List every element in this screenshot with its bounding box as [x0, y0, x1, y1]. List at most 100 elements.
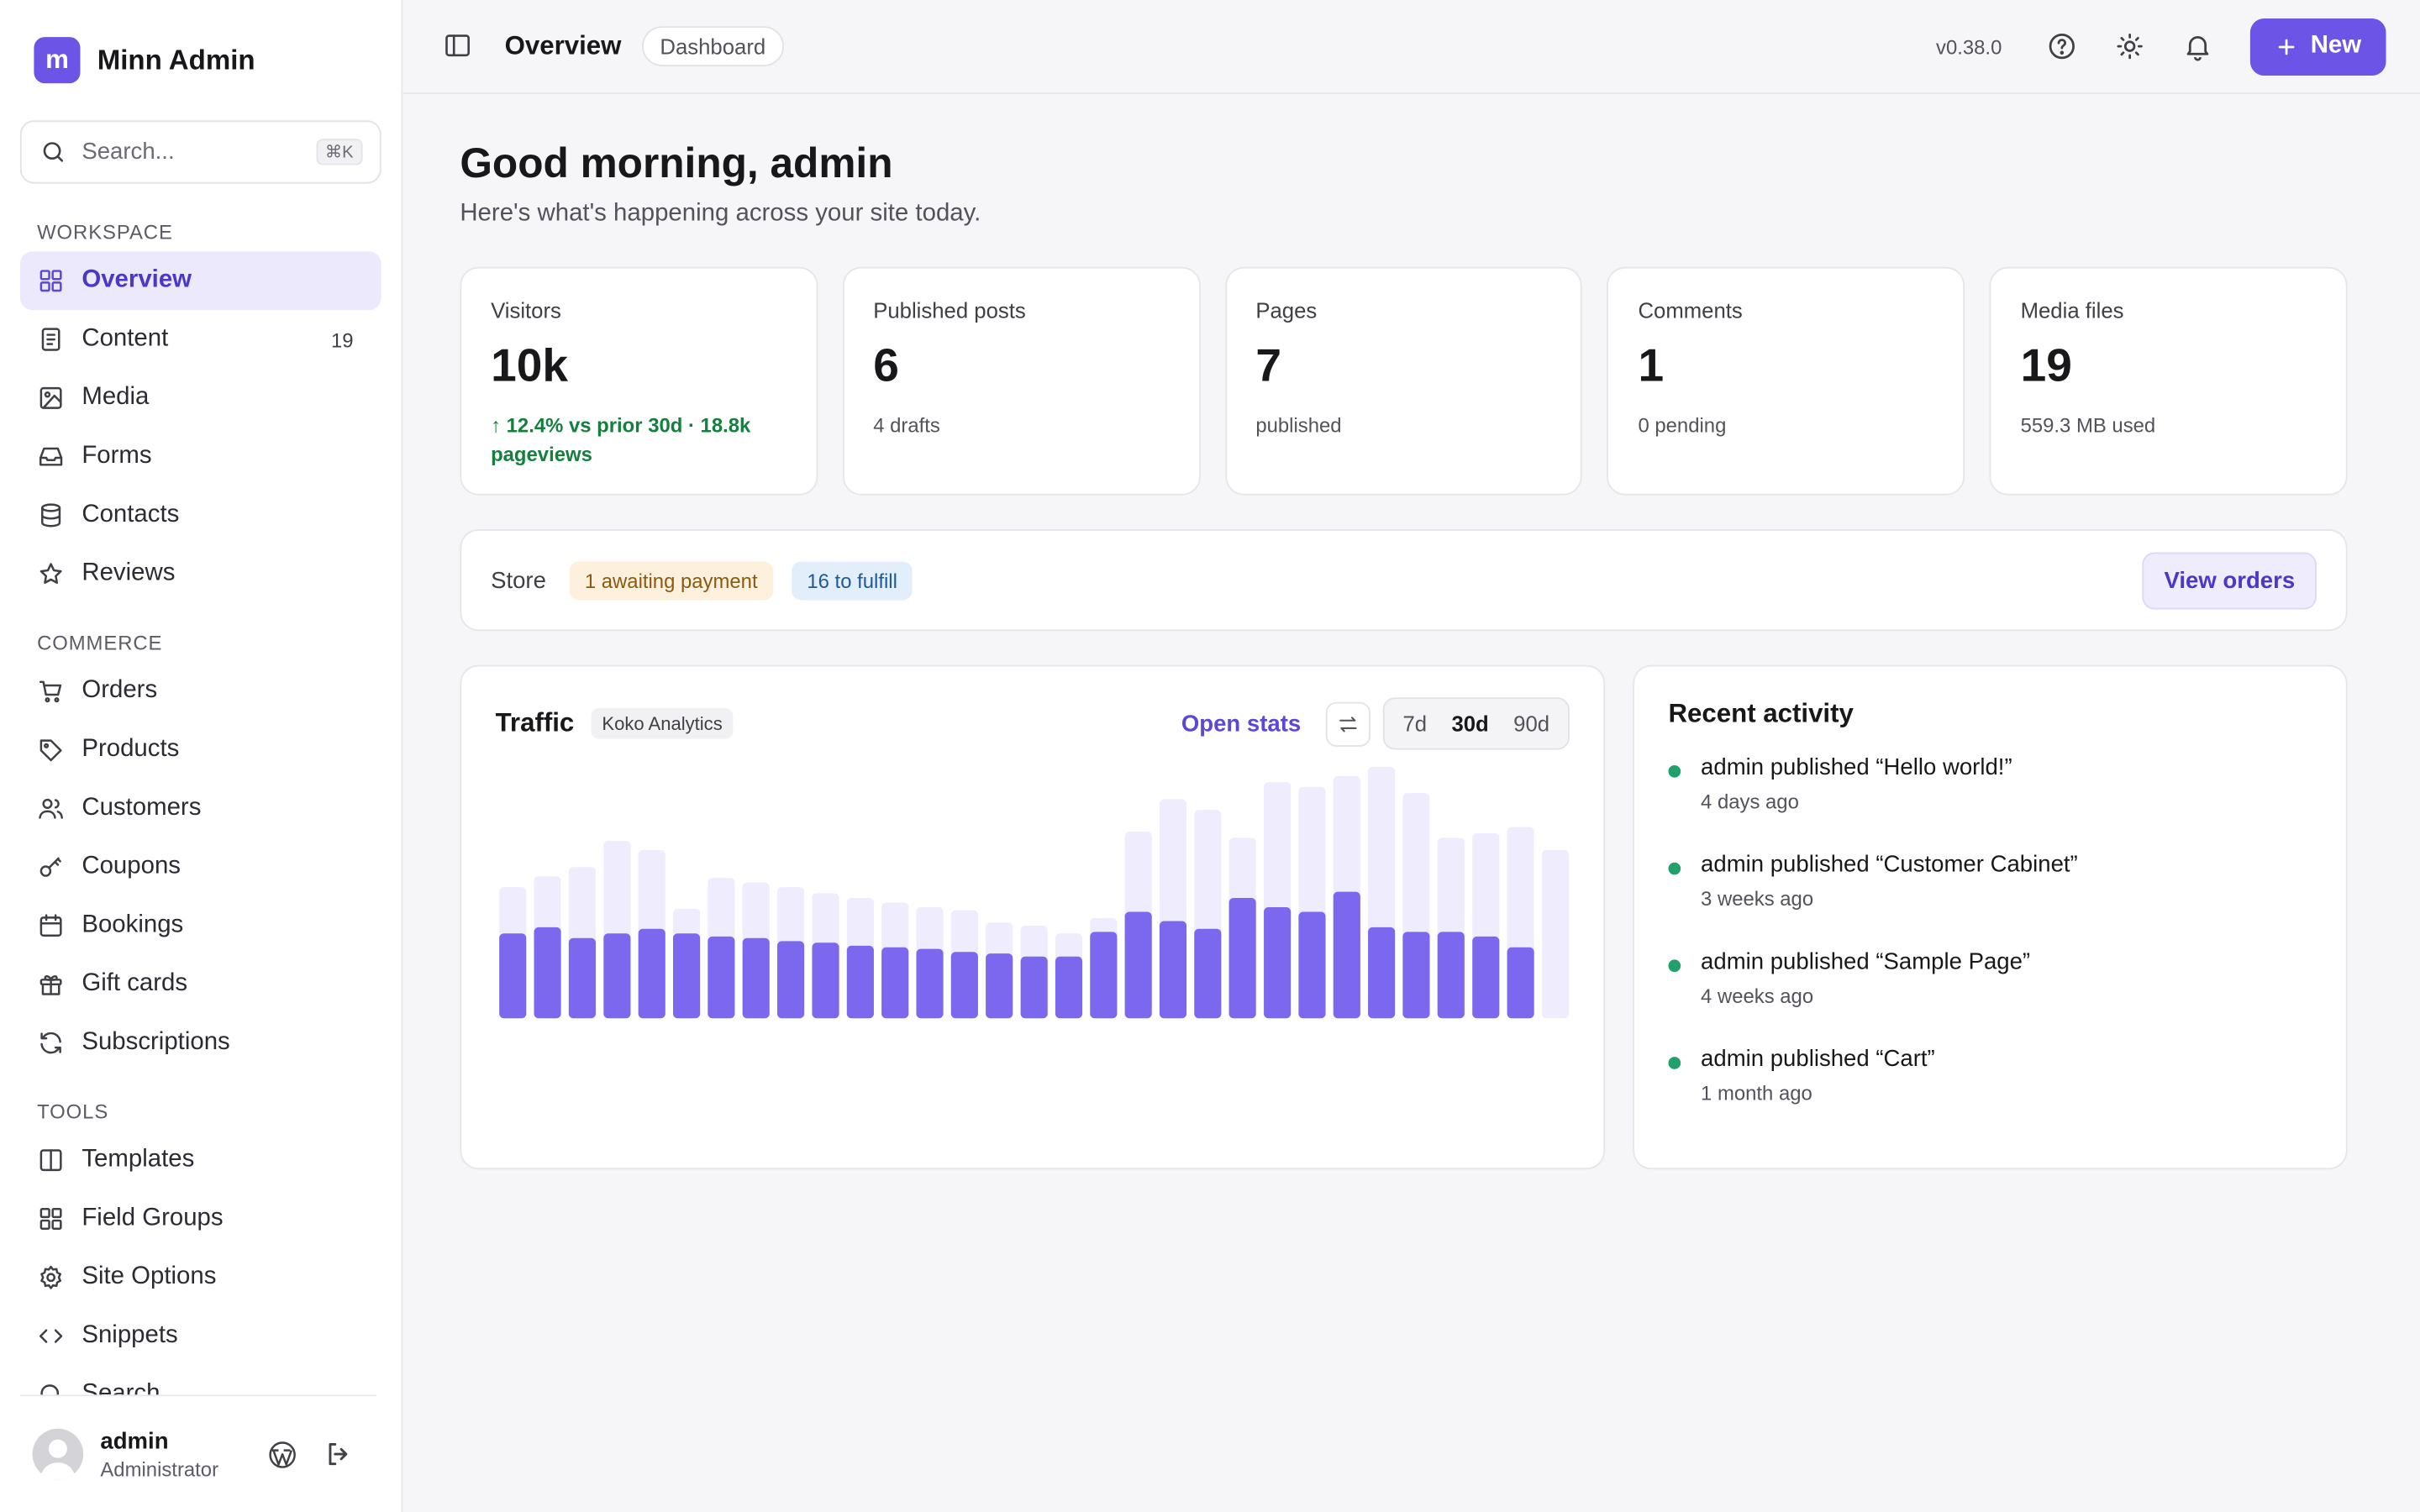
- stat-label: Media files: [2020, 297, 2124, 323]
- visitors-bar-24[interactable]: [1333, 891, 1360, 1019]
- sidebar-item-overview[interactable]: Overview: [19, 251, 381, 311]
- image-icon: [37, 384, 65, 412]
- visitors-bar-0[interactable]: [499, 933, 527, 1019]
- stat-value: 19: [2020, 340, 2072, 392]
- stat-card-media-files[interactable]: Media files 19 559.3 MB used: [1989, 266, 2348, 496]
- activity-item[interactable]: admin published “Cart” 1 month ago: [1668, 1046, 2312, 1143]
- visitors-bar-7[interactable]: [742, 937, 770, 1019]
- sidebar-item-label: Customers: [82, 794, 202, 822]
- visitors-bar-5[interactable]: [672, 933, 701, 1019]
- visitors-bar-11[interactable]: [881, 947, 909, 1019]
- visitors-bar-25[interactable]: [1368, 927, 1396, 1019]
- activity-body: admin published “Customer Cabinet” 3 week…: [1701, 852, 2078, 949]
- visitors-bar-16[interactable]: [1055, 956, 1083, 1019]
- visitors-bar-1[interactable]: [534, 927, 561, 1019]
- sidebar: m Minn Admin Search... ⌘K WORKSPACE Overv…: [0, 0, 403, 1512]
- sidebar-toggle-icon[interactable]: [443, 31, 474, 62]
- key-icon: [37, 853, 65, 881]
- visitors-bar-17[interactable]: [1090, 932, 1118, 1019]
- visitors-bar-22[interactable]: [1264, 906, 1292, 1019]
- visitors-bar-15[interactable]: [1020, 956, 1048, 1019]
- sidebar-item-templates[interactable]: Templates: [20, 1131, 381, 1189]
- range-7d[interactable]: 7d: [1402, 711, 1428, 737]
- range-90d[interactable]: 90d: [1513, 711, 1550, 737]
- range-30d[interactable]: 30d: [1451, 711, 1489, 737]
- wordpress-icon[interactable]: [266, 1437, 299, 1471]
- visitors-bar-21[interactable]: [1228, 897, 1256, 1019]
- visitors-bar-29[interactable]: [1507, 947, 1534, 1019]
- sidebar-item-orders[interactable]: Orders: [20, 662, 381, 721]
- swap-icon[interactable]: [1325, 701, 1370, 747]
- brand-name: Minn Admin: [97, 44, 255, 76]
- sidebar-item-snippets[interactable]: Snippets: [20, 1307, 381, 1366]
- sidebar-item-products[interactable]: Products: [20, 721, 381, 780]
- new-button[interactable]: New: [2250, 18, 2386, 76]
- sidebar-item-content[interactable]: Content 19: [20, 310, 381, 369]
- visitors-bar-6[interactable]: [708, 936, 735, 1019]
- visitors-bar-19[interactable]: [1159, 921, 1187, 1019]
- open-stats-link[interactable]: Open stats: [1181, 710, 1302, 738]
- visitors-bar-18[interactable]: [1124, 911, 1152, 1019]
- visitors-bar-12[interactable]: [916, 948, 944, 1019]
- activity-item[interactable]: admin published “Hello world!” 4 days ago: [1668, 754, 2312, 852]
- visitors-bar-4[interactable]: [638, 928, 666, 1019]
- pageviews-bar-30[interactable]: [1541, 850, 1570, 1019]
- activity-item[interactable]: admin published “Sample Page” 4 weeks ago: [1668, 949, 2312, 1047]
- sidebar-item-media[interactable]: Media: [20, 369, 381, 428]
- sidebar-item-customers[interactable]: Customers: [20, 780, 381, 838]
- theme-toggle-icon[interactable]: [2114, 31, 2145, 62]
- visitors-bar-9[interactable]: [812, 942, 839, 1019]
- nav-section-tools: TOOLS: [37, 1099, 109, 1123]
- sidebar-item-field-groups[interactable]: Field Groups: [20, 1189, 381, 1248]
- visitors-bar-2[interactable]: [568, 937, 596, 1019]
- activity-item[interactable]: admin published “Customer Cabinet” 3 week…: [1668, 852, 2312, 949]
- stat-value: 1: [1638, 340, 1665, 392]
- visitors-bar-13[interactable]: [950, 952, 978, 1019]
- visitors-bar-8[interactable]: [776, 941, 805, 1019]
- sidebar-item-bookings[interactable]: Bookings: [20, 896, 381, 955]
- breadcrumb-chip[interactable]: Dashboard: [641, 26, 785, 66]
- sidebar-item-label: Media: [82, 384, 150, 411]
- sidebar-item-label: Content: [82, 325, 169, 352]
- nav-section-items: Orders Products Customers Coupons Bookings Gi…: [20, 662, 381, 1073]
- bell-icon[interactable]: [2182, 31, 2213, 62]
- stat-subtext: 559.3 MB used: [2020, 413, 2156, 437]
- sidebar-item-label: Snippets: [82, 1322, 178, 1349]
- visitors-bar-10[interactable]: [846, 945, 874, 1019]
- stat-card-comments[interactable]: Comments 1 0 pending: [1607, 266, 1965, 496]
- visitors-bar-28[interactable]: [1472, 936, 1500, 1019]
- avatar[interactable]: [32, 1428, 84, 1480]
- to-fulfill-badge[interactable]: 16 to fulfill: [791, 560, 913, 600]
- awaiting-payment-badge[interactable]: 1 awaiting payment: [569, 560, 773, 600]
- document-icon: [37, 326, 65, 354]
- visitors-bar-3[interactable]: [603, 933, 631, 1019]
- help-icon[interactable]: [2047, 31, 2078, 62]
- visitors-bar-27[interactable]: [1437, 932, 1465, 1019]
- sidebar-item-contacts[interactable]: Contacts: [20, 486, 381, 545]
- search-shortcut: ⌘K: [315, 139, 363, 165]
- visitors-bar-14[interactable]: [986, 953, 1013, 1019]
- visitors-bar-20[interactable]: [1194, 928, 1222, 1019]
- visitors-bar-23[interactable]: [1298, 911, 1326, 1019]
- stat-card-pages[interactable]: Pages 7 published: [1224, 266, 1583, 496]
- sidebar-item-gift-cards[interactable]: Gift cards: [20, 955, 381, 1014]
- sidebar-item-site-options[interactable]: Site Options: [20, 1248, 381, 1307]
- sidebar-item-label: Gift cards: [82, 970, 188, 997]
- stat-card-visitors[interactable]: Visitors 10k ↑ 12.4% vs prior 30d · 18.8k …: [460, 266, 818, 496]
- visitors-bar-26[interactable]: [1402, 932, 1430, 1019]
- sidebar-item-reviews[interactable]: Reviews: [20, 544, 381, 603]
- sidebar-item-label: Orders: [82, 677, 158, 704]
- view-orders-button[interactable]: View orders: [2142, 551, 2317, 609]
- sidebar-item-label: Forms: [82, 443, 152, 470]
- logout-icon[interactable]: [321, 1437, 355, 1471]
- sidebar-item-coupons[interactable]: Coupons: [20, 837, 381, 896]
- search-input[interactable]: Search... ⌘K: [19, 120, 381, 184]
- sidebar-item-subscriptions[interactable]: Subscriptions: [20, 1014, 381, 1073]
- range-selector: 7d 30d 90d: [1382, 697, 1570, 750]
- brand[interactable]: m Minn Admin: [0, 0, 402, 120]
- activity-text: admin published “Cart”: [1701, 1046, 1935, 1073]
- stat-subtext: ↑ 12.4% vs prior 30d · 18.8k pageviews: [491, 413, 751, 466]
- stat-card-published-posts[interactable]: Published posts 6 4 drafts: [842, 266, 1201, 496]
- sidebar-item-forms[interactable]: Forms: [20, 428, 381, 486]
- stat-value: 7: [1255, 340, 1281, 392]
